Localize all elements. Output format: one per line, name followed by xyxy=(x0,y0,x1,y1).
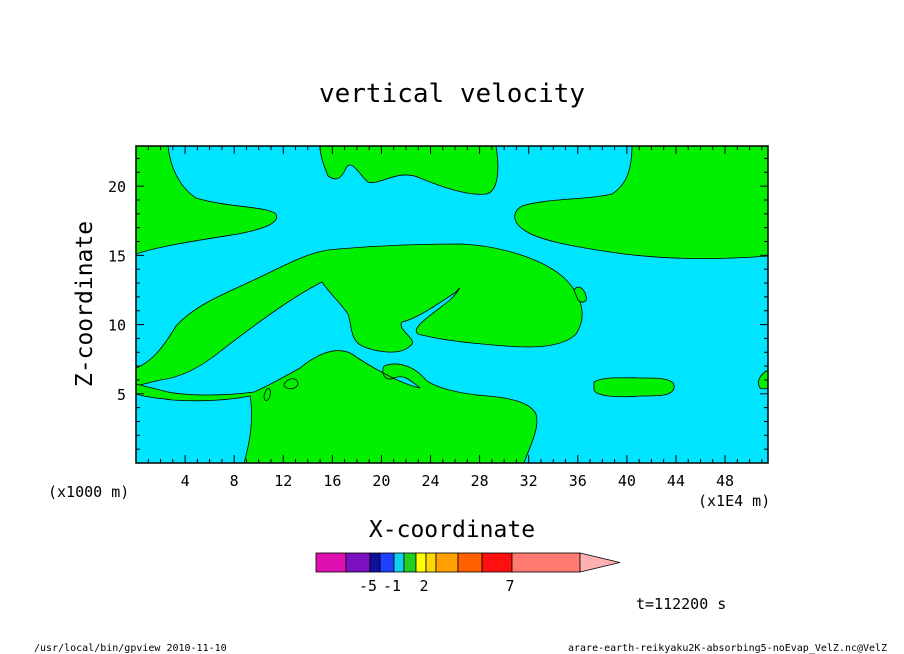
footer-left: /usr/local/bin/gpview 2010-11-10 xyxy=(34,643,227,654)
time-label: t=112200 s xyxy=(636,595,726,613)
y-tick-label: 20 xyxy=(108,178,126,196)
x-tick-label: 24 xyxy=(421,472,439,490)
x-tick-label: 8 xyxy=(230,472,239,490)
x-axis-unit: (x1E4 m) xyxy=(698,492,770,510)
x-tick-label: 12 xyxy=(274,472,292,490)
positive-region-top-left xyxy=(136,146,278,255)
positive-region-right-blob xyxy=(593,377,675,398)
colorbar-label: 2 xyxy=(419,577,428,595)
plot-area xyxy=(136,146,768,463)
x-tick-label: 16 xyxy=(323,472,341,490)
colorbar-cell xyxy=(415,552,427,573)
positive-region-small-2 xyxy=(283,378,299,390)
colorbar xyxy=(315,552,621,573)
colorbar-labels: -5 -1 2 7 xyxy=(359,577,515,595)
x-tick-label: 44 xyxy=(667,472,685,490)
x-tick-label: 36 xyxy=(569,472,587,490)
colorbar-cell xyxy=(425,552,437,573)
y-tick-label: 15 xyxy=(108,247,126,265)
x-tick-label: 40 xyxy=(618,472,636,490)
colorbar-cell xyxy=(511,552,581,573)
y-tick-label: 5 xyxy=(117,386,126,404)
x-tick-label: 32 xyxy=(520,472,538,490)
x-tick-label: 4 xyxy=(181,472,190,490)
chart-title: vertical velocity xyxy=(319,79,585,109)
plot-frame xyxy=(135,145,769,464)
colorbar-label: 7 xyxy=(505,577,514,595)
colorbar-label: -1 xyxy=(383,577,401,595)
y-axis-ticks: 5 10 15 20 xyxy=(108,157,768,450)
colorbar-cell xyxy=(369,552,381,573)
colorbar-cell xyxy=(481,552,513,573)
colorbar-cell xyxy=(379,552,395,573)
x-tick-label: 48 xyxy=(716,472,734,490)
colorbar-label: -5 xyxy=(359,577,377,595)
positive-region-small-3 xyxy=(263,388,271,401)
colorbar-cell xyxy=(393,552,405,573)
x-tick-label: 28 xyxy=(471,472,489,490)
y-axis-title: Z-coordinate xyxy=(72,221,98,387)
positive-region-top-right xyxy=(514,146,768,260)
colorbar-cell xyxy=(403,552,417,573)
positive-region-top-center xyxy=(319,146,499,195)
y-axis-unit: (x1000 m) xyxy=(48,483,129,501)
positive-region-lower xyxy=(136,350,538,463)
colorbar-cell xyxy=(315,552,347,573)
colorbar-cell xyxy=(345,552,371,573)
positive-region-small-1 xyxy=(573,286,587,303)
positive-region-central xyxy=(136,243,583,387)
colorbar-cell xyxy=(457,552,483,573)
x-tick-label: 20 xyxy=(372,472,390,490)
y-tick-label: 10 xyxy=(108,317,126,335)
x-axis-ticks: 4 8 12 16 20 24 28 32 36 40 44 48 xyxy=(147,146,763,490)
footer-right: arare-earth-reikyaku2K-absorbing5-noEvap… xyxy=(568,643,887,654)
colorbar-arrow xyxy=(579,552,621,573)
x-axis-title: X-coordinate xyxy=(369,517,535,543)
colorbar-cell xyxy=(435,552,459,573)
